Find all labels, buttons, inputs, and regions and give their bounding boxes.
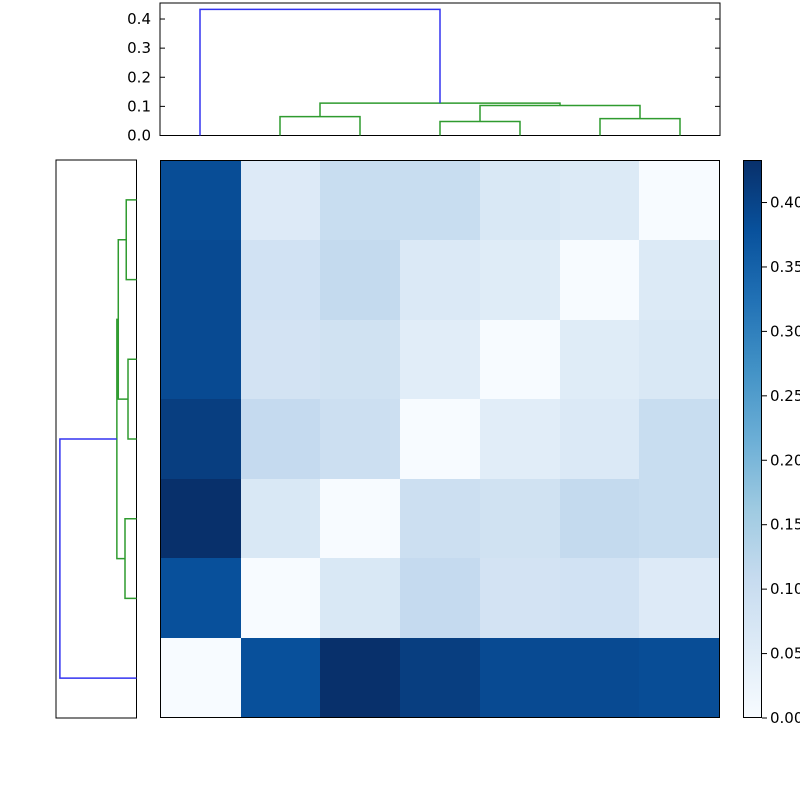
heatmap-cell-r4c3 — [320, 399, 401, 479]
colorbar-tick-label: 0.00 — [770, 709, 800, 727]
heatmap-cell-r5c7 — [639, 478, 719, 559]
column-dendrogram-ytick-label: 0.3 — [127, 39, 151, 57]
heatmap-cell-r4c1 — [161, 399, 241, 479]
colorbar-tick-label: 0.10 — [770, 580, 800, 598]
colorbar-tick-label: 0.05 — [770, 645, 800, 663]
column-dendrogram-ytick-label: 0.1 — [127, 97, 151, 115]
heatmap-cell-r1c4 — [400, 161, 480, 241]
heatmap-cell-r2c7 — [639, 240, 719, 320]
heatmap-cell-r1c6 — [559, 161, 640, 241]
heatmap-cell-r5c2 — [240, 478, 321, 559]
heatmap-cell-r3c4 — [400, 319, 480, 400]
row-dendrogram-link — [59, 438, 137, 679]
heatmap-cell-r3c6 — [559, 319, 640, 400]
column-dendrogram-ytick-label: 0.4 — [127, 10, 151, 28]
heatmap-cell-r2c4 — [400, 240, 480, 320]
heatmap-cell-r7c5 — [479, 637, 560, 717]
heatmap-cell-r7c4 — [400, 637, 480, 717]
column-dendrogram-link — [319, 102, 561, 117]
heatmap-cell-r6c6 — [559, 558, 640, 638]
heatmap-cell-r7c7 — [639, 637, 719, 717]
heatmap-cell-r6c4 — [400, 558, 480, 638]
heatmap-cell-r1c5 — [479, 161, 560, 241]
heatmap-grid — [160, 160, 720, 718]
row-dendrogram-link — [117, 238, 129, 400]
heatmap-cell-r5c5 — [479, 478, 560, 559]
heatmap-cell-r2c1 — [161, 240, 241, 320]
colorbar-tick-label: 0.40 — [770, 194, 800, 212]
heatmap-cell-r6c2 — [240, 558, 321, 638]
column-dendrogram-link — [279, 115, 361, 136]
heatmap-cell-r4c2 — [240, 399, 321, 479]
row-dendrogram-link — [116, 318, 125, 560]
colorbar-tick-label: 0.20 — [770, 451, 800, 469]
heatmap-cell-r3c7 — [639, 319, 719, 400]
heatmap-cell-r5c1 — [161, 478, 241, 559]
heatmap-cell-r4c5 — [479, 399, 560, 479]
row-dendrogram-link — [127, 358, 137, 440]
row-dendrogram-link — [125, 199, 137, 281]
heatmap-cell-r2c5 — [479, 240, 560, 320]
heatmap-cell-r6c3 — [320, 558, 401, 638]
colorbar-tick-label: 0.15 — [770, 516, 800, 534]
heatmap-cell-r3c2 — [240, 319, 321, 400]
heatmap-cell-r3c3 — [320, 319, 401, 400]
colorbar-tick-label: 0.30 — [770, 322, 800, 340]
heatmap-cell-r1c1 — [161, 161, 241, 241]
row-dendrogram-link — [124, 517, 137, 600]
heatmap-cell-r1c3 — [320, 161, 401, 241]
heatmap-cell-r4c4 — [400, 399, 480, 479]
heatmap-cell-r4c7 — [639, 399, 719, 479]
heatmap-cell-r2c6 — [559, 240, 640, 320]
column-dendrogram-ytick-label: 0.0 — [127, 127, 151, 145]
colorbar-tick-label: 0.25 — [770, 387, 800, 405]
heatmap-cell-r5c6 — [559, 478, 640, 559]
heatmap-cell-r2c3 — [320, 240, 401, 320]
heatmap-cell-r5c3 — [320, 478, 401, 559]
colorbar-tick-label: 0.35 — [770, 258, 800, 276]
heatmap-cell-r1c7 — [639, 161, 719, 241]
heatmap-cell-r3c1 — [161, 319, 241, 400]
heatmap-cell-r3c5 — [479, 319, 560, 400]
heatmap-cell-r2c2 — [240, 240, 321, 320]
heatmap-cell-r7c3 — [320, 637, 401, 717]
column-dendrogram-link — [199, 8, 441, 136]
heatmap-cell-r5c4 — [400, 478, 480, 559]
heatmap-cell-r7c2 — [240, 637, 321, 717]
heatmap-cell-r6c1 — [161, 558, 241, 638]
heatmap-cell-r1c2 — [240, 161, 321, 241]
heatmap-cell-r6c5 — [479, 558, 560, 638]
heatmap-cell-r4c6 — [559, 399, 640, 479]
column-dendrogram-link — [599, 117, 681, 136]
heatmap-cell-r7c1 — [161, 637, 241, 717]
colorbar-gradient — [743, 160, 762, 718]
heatmap-cell-r7c6 — [559, 637, 640, 717]
column-dendrogram-link — [439, 120, 521, 136]
heatmap-cell-r6c7 — [639, 558, 719, 638]
column-dendrogram-ytick-label: 0.2 — [127, 68, 151, 86]
